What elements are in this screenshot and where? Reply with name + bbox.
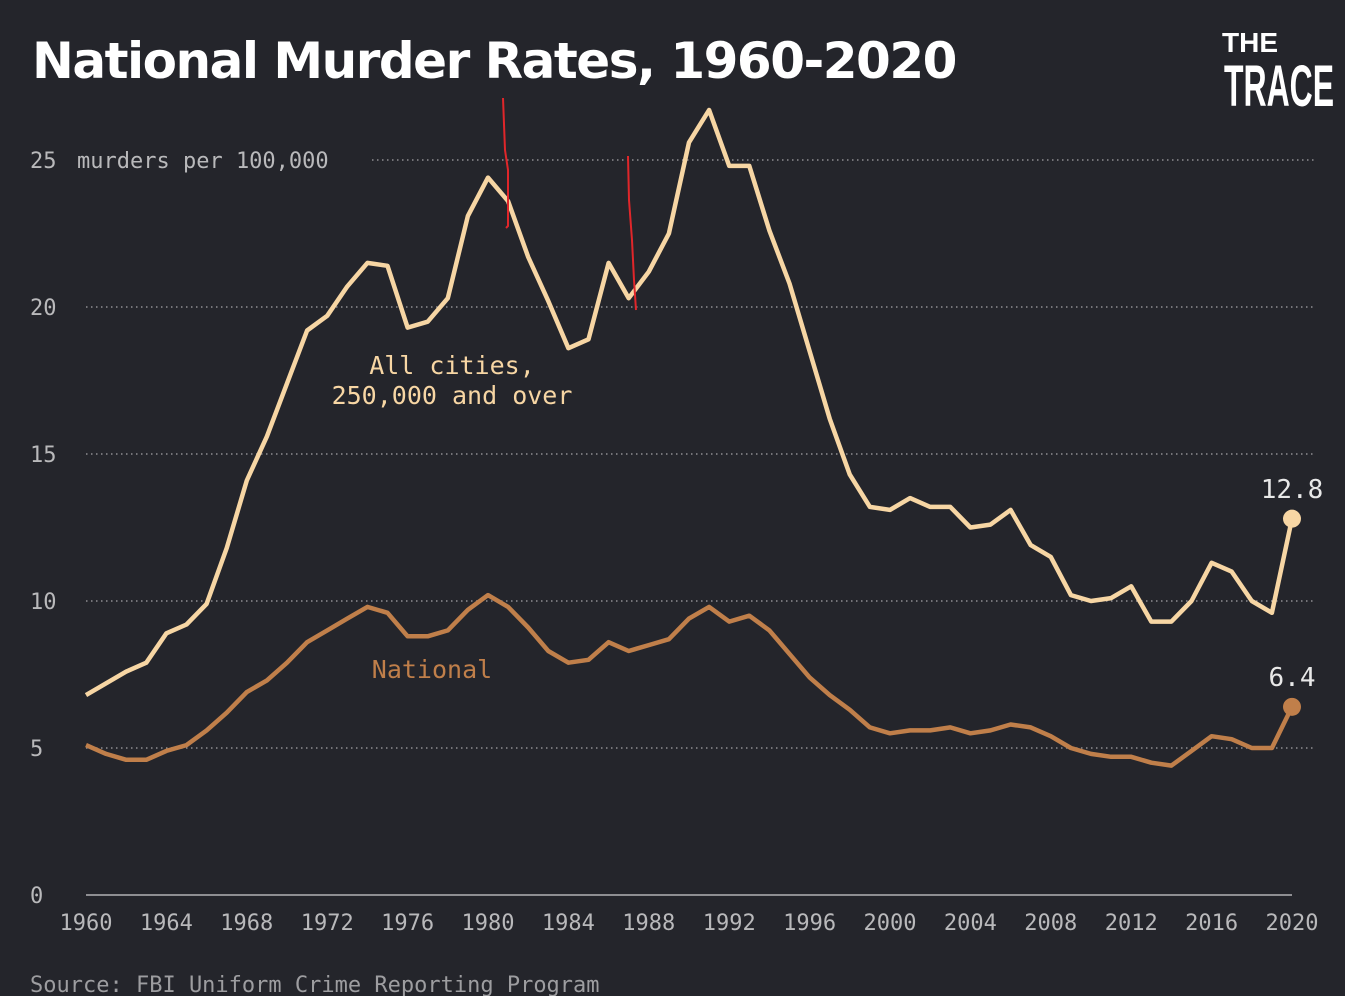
end-point-marker	[1283, 509, 1301, 528]
gridlines	[86, 159, 1316, 896]
x-tick-label: 2004	[944, 911, 997, 936]
x-tick-label: 2000	[864, 911, 917, 936]
x-axis: 1960 1964 1968 1972 1976 1980 1984 1988 1992 1996…	[60, 911, 1319, 936]
y-tick-label: 25	[30, 149, 57, 174]
red-annotation-mark	[502, 97, 509, 229]
x-tick-label: 1960	[60, 911, 113, 936]
x-tick-label: 2008	[1024, 911, 1077, 936]
x-tick-label: 1964	[140, 911, 193, 936]
x-tick-label: 1988	[622, 911, 675, 936]
red-annotation-mark	[627, 155, 637, 311]
x-tick-label: 1972	[301, 911, 354, 936]
y-tick-label: 20	[30, 296, 57, 321]
y-axis: 0 5 10 15 20 25	[30, 149, 57, 909]
series-label-national: National	[372, 655, 492, 684]
x-tick-label: 1976	[381, 911, 434, 936]
end-point-marker	[1283, 697, 1301, 716]
y-tick-label: 15	[30, 443, 57, 468]
series-label-cities-2: 250,000 and over	[332, 381, 573, 410]
x-tick-label: 1996	[783, 911, 836, 936]
x-tick-label: 1992	[703, 911, 756, 936]
x-tick-label: 2012	[1105, 911, 1158, 936]
x-tick-label: 1968	[220, 911, 273, 936]
y-axis-unit-label: murders per 100,000	[77, 149, 329, 174]
y-tick-label: 5	[30, 737, 43, 762]
end-label-cities: 12.8	[1261, 475, 1324, 505]
chart-title: National Murder Rates, 1960-2020	[32, 32, 956, 90]
x-tick-label: 2016	[1185, 911, 1238, 936]
logo-line1: THE	[1222, 27, 1278, 58]
y-tick-label: 0	[30, 884, 43, 909]
end-label-national: 6.4	[1269, 663, 1316, 693]
x-tick-label: 2020	[1266, 911, 1319, 936]
the-trace-logo: THE TRACE	[1222, 27, 1334, 119]
logo-line2: TRACE	[1224, 54, 1334, 119]
x-tick-label: 1984	[542, 911, 595, 936]
source-note: Source: FBI Uniform Crime Reporting Prog…	[30, 973, 600, 996]
y-tick-label: 10	[30, 590, 57, 615]
line-national	[85, 592, 1295, 768]
series-lines	[84, 107, 1301, 768]
line-all-cities	[84, 107, 1295, 698]
x-tick-label: 1980	[462, 911, 515, 936]
series-label-cities-1: All cities,	[369, 351, 535, 380]
